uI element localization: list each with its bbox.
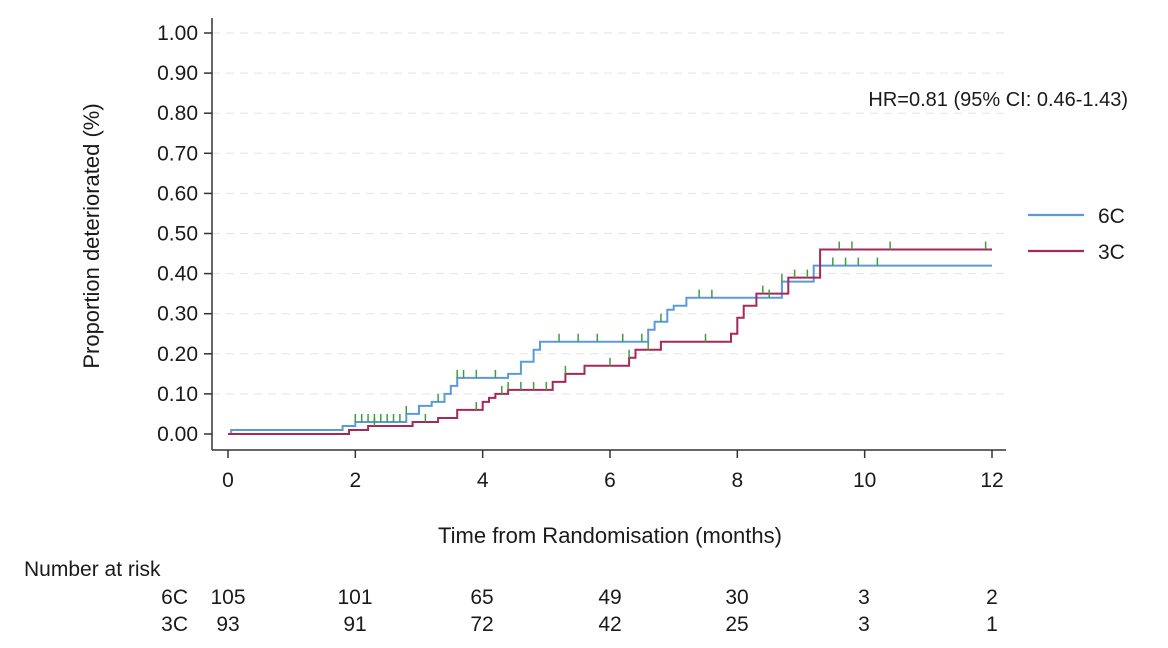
risk-value: 93 [216, 613, 239, 636]
risk-value: 91 [343, 613, 366, 636]
y-tick-label: 0.20 [157, 343, 198, 366]
x-ticks: 0 2 4 6 8 10 12 [222, 450, 1004, 492]
risk-value: 101 [337, 586, 372, 609]
hr-annotation: HR=0.81 (95% CI: 0.46-1.43) [868, 89, 1128, 111]
y-tick-label: 0.30 [157, 303, 198, 326]
risk-row-label: 6C [161, 586, 188, 609]
risk-value: 3 [858, 613, 870, 636]
legend: 6C 3C [1028, 205, 1125, 264]
risk-value: 1 [986, 613, 998, 636]
risk-row-6c: 6C 105 101 65 49 30 3 2 [161, 586, 998, 609]
risk-value: 25 [725, 613, 748, 636]
risk-row-3c: 3C 93 91 72 42 25 3 1 [161, 613, 998, 636]
x-tick-label: 12 [980, 469, 1003, 492]
x-tick-label: 4 [477, 469, 489, 492]
y-tick-label: 1.00 [157, 22, 198, 45]
censor-marks [354, 241, 987, 426]
y-tick-label: 0.80 [157, 102, 198, 125]
x-tick-label: 6 [604, 469, 616, 492]
risk-table-title: Number at risk [24, 558, 161, 581]
series [228, 248, 992, 435]
y-axis-title: Proportion deteriorated (%) [79, 103, 104, 368]
x-axis-title: Time from Randomisation (months) [438, 523, 782, 548]
x-tick-label: 8 [731, 469, 743, 492]
risk-value: 30 [725, 586, 748, 609]
risk-value: 72 [470, 613, 493, 636]
risk-value: 42 [598, 613, 621, 636]
y-tick-label: 0.50 [157, 223, 198, 246]
y-tick-label: 0.60 [157, 182, 198, 205]
series-line-3c [228, 248, 992, 435]
y-tick-label: 0.10 [157, 383, 198, 406]
y-tick-label: 0.70 [157, 142, 198, 165]
risk-value: 49 [598, 586, 621, 609]
y-tick-label: 0.40 [157, 263, 198, 286]
grid-lines [212, 32, 1006, 395]
risk-value: 3 [858, 586, 870, 609]
y-ticks: 0.00 0.10 0.20 0.30 0.40 0.50 0.60 0.70 0.80 0.90… [157, 22, 212, 446]
legend-label-3c: 3C [1098, 241, 1125, 264]
risk-row-label: 3C [161, 613, 188, 636]
y-tick-label: 0.90 [157, 62, 198, 85]
risk-value: 105 [210, 586, 245, 609]
x-tick-label: 2 [349, 469, 361, 492]
x-tick-label: 10 [853, 469, 876, 492]
risk-value: 2 [986, 586, 998, 609]
series-line-6c [228, 264, 992, 435]
risk-value: 65 [470, 586, 493, 609]
x-tick-label: 0 [222, 469, 234, 492]
legend-label-6c: 6C [1098, 205, 1125, 228]
y-tick-label: 0.00 [157, 423, 198, 446]
